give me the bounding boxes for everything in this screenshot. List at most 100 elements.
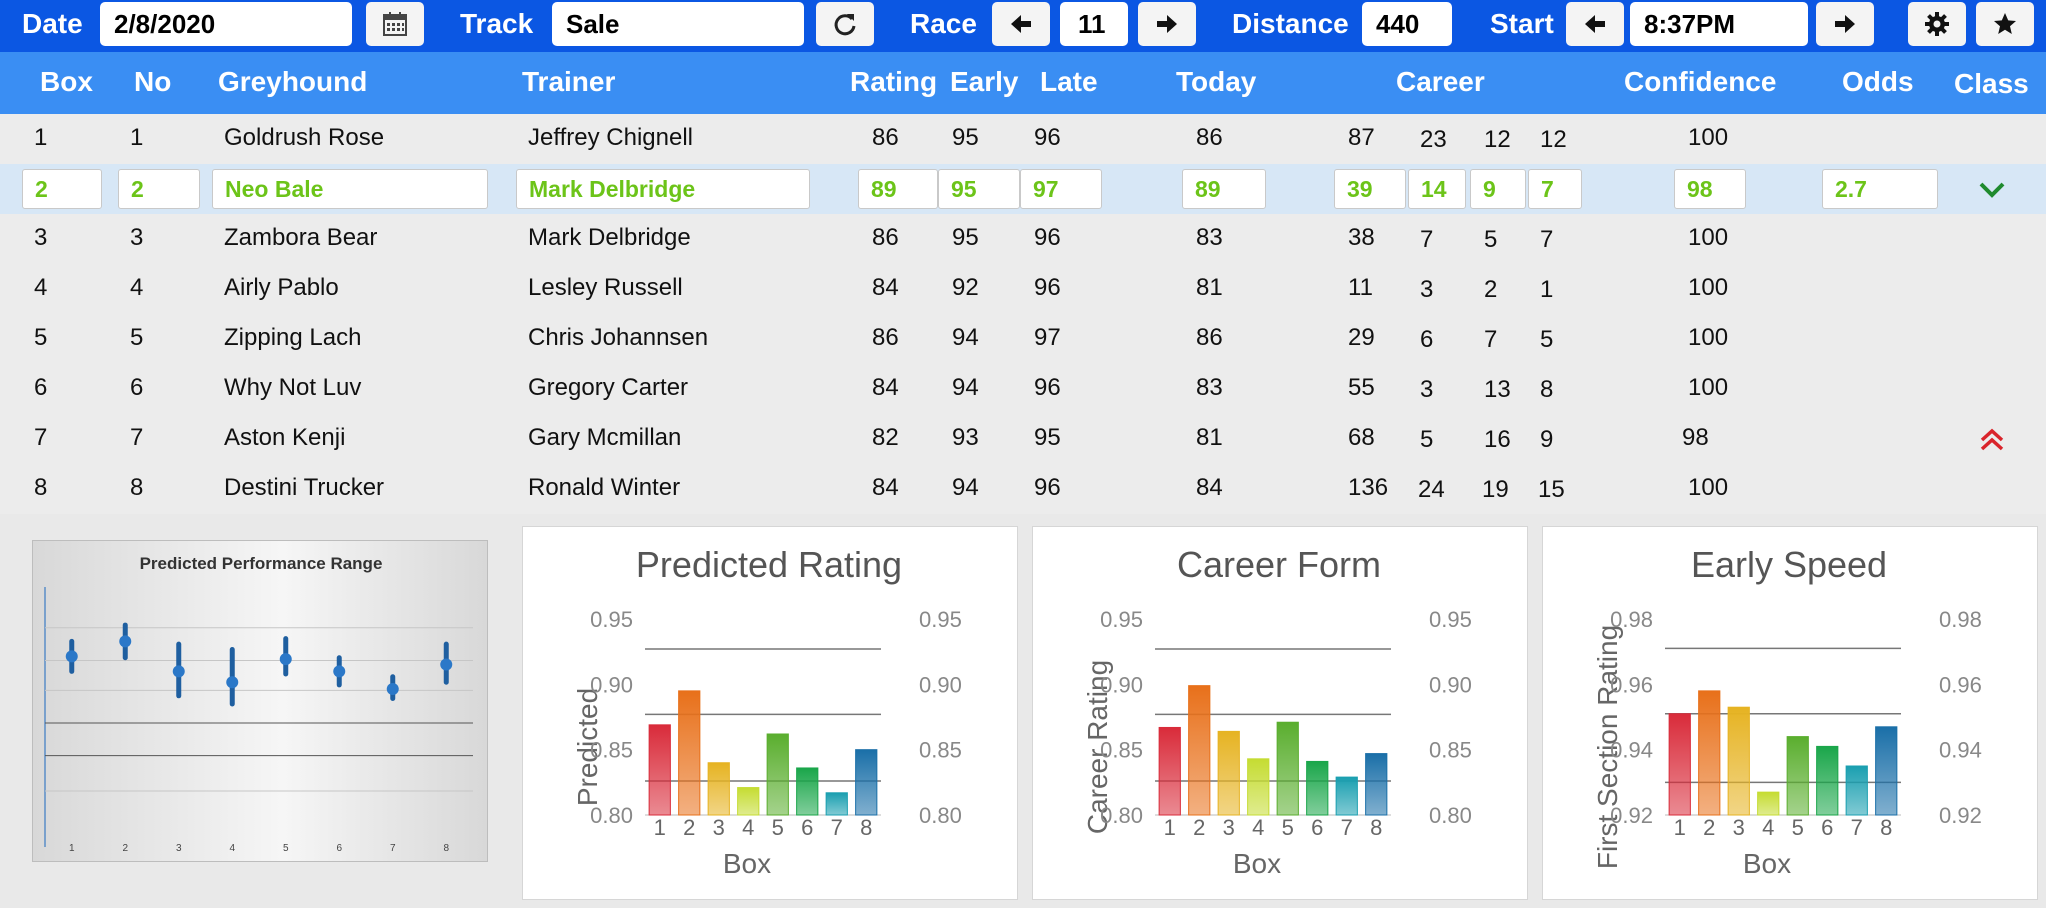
header-class[interactable]: Class bbox=[1954, 68, 2029, 99]
arrow-right-icon bbox=[1832, 11, 1858, 37]
range-point[interactable] bbox=[119, 635, 132, 648]
chevron-down-icon[interactable] bbox=[1978, 176, 2006, 207]
predicted-rating-chart: Predicted Rating Box Predicted 0.80 0.80 0… bbox=[522, 526, 1018, 900]
cell-odds[interactable]: 2.7 bbox=[1822, 169, 1938, 209]
bar[interactable] bbox=[1247, 758, 1270, 816]
y-tick-label-right: 0.80 bbox=[919, 803, 962, 828]
header-odds[interactable]: Odds bbox=[1842, 66, 1914, 97]
cell-career-starts: 68 bbox=[1348, 424, 1375, 451]
cell-career-seconds[interactable]: 9 bbox=[1470, 169, 1526, 209]
header-confidence[interactable]: Confidence bbox=[1624, 66, 1777, 97]
range-point[interactable] bbox=[65, 650, 78, 663]
x-tick-label: 3 bbox=[713, 815, 725, 840]
bar[interactable] bbox=[1875, 726, 1898, 816]
distance-input[interactable]: 440 bbox=[1362, 2, 1452, 46]
cell-early[interactable]: 95 bbox=[938, 169, 1020, 209]
table-row[interactable]: 7 7 Aston Kenji Gary Mcmillan 82 93 95 8… bbox=[0, 414, 2046, 464]
bar[interactable] bbox=[1698, 690, 1721, 816]
table-row[interactable]: 6 6 Why Not Luv Gregory Carter 84 94 96 … bbox=[0, 364, 2046, 414]
x-tick-label: 7 bbox=[390, 843, 396, 854]
bar[interactable] bbox=[1727, 706, 1750, 816]
table-row[interactable]: 1 1 Goldrush Rose Jeffrey Chignell 86 95… bbox=[0, 114, 2046, 164]
cell-late[interactable]: 97 bbox=[1020, 169, 1102, 209]
cell-trainer: Chris Johannsen bbox=[528, 324, 709, 351]
start-input[interactable]: 8:37PM bbox=[1630, 2, 1808, 46]
range-point[interactable] bbox=[172, 665, 185, 678]
bar[interactable] bbox=[1786, 736, 1809, 816]
bar[interactable] bbox=[1217, 730, 1240, 816]
bar[interactable] bbox=[1188, 685, 1211, 816]
cell-career-wins[interactable]: 14 bbox=[1408, 169, 1466, 209]
range-point[interactable] bbox=[226, 676, 239, 689]
cell-no[interactable]: 2 bbox=[118, 169, 200, 209]
table-row[interactable]: 4 4 Airly Pablo Lesley Russell 84 92 96 … bbox=[0, 264, 2046, 314]
bar[interactable] bbox=[1757, 791, 1780, 816]
bar[interactable] bbox=[1668, 713, 1691, 816]
header-career[interactable]: Career bbox=[1396, 66, 1485, 97]
cell-early: 95 bbox=[952, 124, 979, 151]
bar[interactable] bbox=[1816, 745, 1839, 816]
bar[interactable] bbox=[678, 690, 701, 816]
refresh-button[interactable] bbox=[816, 2, 874, 46]
x-tick-label: 7 bbox=[1341, 815, 1353, 840]
header-late[interactable]: Late bbox=[1040, 66, 1098, 97]
cell-trainer[interactable]: Mark Delbridge bbox=[516, 169, 810, 209]
bar[interactable] bbox=[766, 733, 789, 816]
bar[interactable] bbox=[707, 762, 730, 816]
cell-box[interactable]: 2 bbox=[22, 169, 102, 209]
start-prev-button[interactable] bbox=[1566, 2, 1624, 46]
cell-career-wins: 6 bbox=[1420, 326, 1434, 353]
y-tick-label-right: 0.85 bbox=[1429, 738, 1472, 763]
cell-box: 8 bbox=[34, 474, 48, 501]
y-tick-label: 0.90 bbox=[1100, 672, 1143, 697]
bar[interactable] bbox=[648, 724, 671, 816]
range-point[interactable] bbox=[386, 683, 399, 695]
header-early[interactable]: Early bbox=[950, 66, 1019, 97]
calendar-icon bbox=[382, 11, 408, 37]
cell-rating[interactable]: 89 bbox=[858, 169, 938, 209]
bar[interactable] bbox=[1276, 721, 1299, 816]
cell-greyhound[interactable]: Neo Bale bbox=[212, 169, 488, 209]
race-input[interactable]: 11 bbox=[1060, 2, 1128, 46]
race-next-button[interactable] bbox=[1138, 2, 1196, 46]
race-label: Race bbox=[910, 8, 977, 39]
bar[interactable] bbox=[1845, 765, 1868, 816]
bar[interactable] bbox=[1306, 760, 1329, 816]
bar[interactable] bbox=[737, 787, 760, 816]
table-row[interactable]: 5 5 Zipping Lach Chris Johannsen 86 94 9… bbox=[0, 314, 2046, 364]
x-axis-label: Box bbox=[1233, 848, 1281, 879]
bar[interactable] bbox=[1335, 776, 1358, 816]
settings-button[interactable] bbox=[1908, 2, 1966, 46]
header-trainer[interactable]: Trainer bbox=[522, 66, 616, 97]
race-prev-button[interactable] bbox=[992, 2, 1050, 46]
header-box[interactable]: Box bbox=[40, 66, 93, 97]
bar[interactable] bbox=[1365, 753, 1388, 816]
double-chevron-up-icon[interactable] bbox=[1978, 426, 2006, 459]
table-row[interactable]: 3 3 Zambora Bear Mark Delbridge 86 95 96… bbox=[0, 214, 2046, 264]
bar[interactable] bbox=[1158, 726, 1181, 816]
x-tick-label: 8 bbox=[1880, 815, 1892, 840]
table-row[interactable]: 8 8 Destini Trucker Ronald Winter 84 94 … bbox=[0, 464, 2046, 514]
bar[interactable] bbox=[855, 749, 878, 816]
start-next-button[interactable] bbox=[1816, 2, 1874, 46]
bar[interactable] bbox=[796, 767, 819, 816]
cell-career-thirds[interactable]: 7 bbox=[1528, 169, 1582, 209]
header-no[interactable]: No bbox=[134, 66, 172, 97]
bar[interactable] bbox=[825, 792, 848, 816]
range-point[interactable] bbox=[333, 665, 346, 678]
cell-confidence[interactable]: 98 bbox=[1674, 169, 1746, 209]
header-today[interactable]: Today bbox=[1176, 66, 1257, 97]
header-greyhound[interactable]: Greyhound bbox=[218, 66, 368, 97]
table-row-selected[interactable]: 2 2 Neo Bale Mark Delbridge 89 95 97 89 … bbox=[0, 164, 2046, 214]
x-tick-label: 5 bbox=[283, 843, 289, 854]
cell-career-starts[interactable]: 39 bbox=[1334, 169, 1406, 209]
header-rating[interactable]: Rating bbox=[850, 66, 938, 97]
cell-today[interactable]: 89 bbox=[1182, 169, 1266, 209]
calendar-button[interactable] bbox=[366, 2, 424, 46]
range-point[interactable] bbox=[279, 653, 292, 666]
toolbar: Date 2/8/2020 Track Sale Race 11 Distanc… bbox=[0, 0, 2046, 52]
favorite-button[interactable] bbox=[1976, 2, 2034, 46]
date-input[interactable]: 2/8/2020 bbox=[100, 2, 352, 46]
range-point[interactable] bbox=[440, 658, 453, 671]
track-input[interactable]: Sale bbox=[552, 2, 804, 46]
